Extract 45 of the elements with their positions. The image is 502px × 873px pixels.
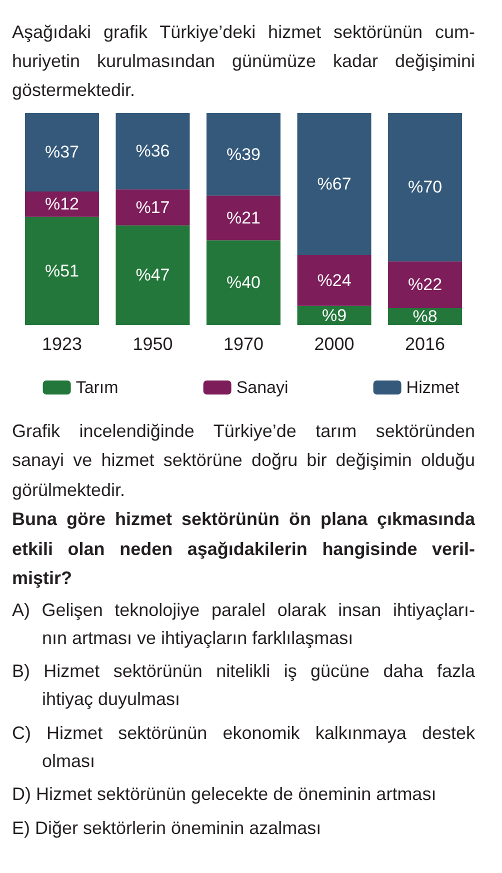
bar <box>24 190 99 216</box>
bar <box>297 112 372 255</box>
data-label: %67 <box>317 174 352 194</box>
text: C) Hizmet sektörünün ekonomik kalkınmaya destek olması <box>12 722 475 772</box>
bar <box>116 224 190 324</box>
chart-title: Aşağıdaki grafik Türkiye’deki hizmet sektörünün cum- huriyetin kurulmasından günümüze kadar değişimini göstermektedir. <box>12 20 475 102</box>
data-label: %8 <box>412 306 438 326</box>
x-tick-label: 1970 <box>223 334 264 354</box>
x-tick-label: 1950 <box>132 334 173 354</box>
bar <box>24 112 99 191</box>
x-tick-label: 2000 <box>314 334 354 354</box>
bar <box>388 112 462 261</box>
text: Buna göre hizmet sektörünün ön plana çıkmasında etkili olan neden aşağıdakilerin hangisinde veril- miştir? <box>12 508 475 590</box>
data-label: %24 <box>317 270 352 290</box>
data-label: %40 <box>226 272 261 292</box>
data-label: %47 <box>136 265 170 284</box>
bar <box>297 305 372 324</box>
data-label: %21 <box>226 208 261 227</box>
x-tick-label: 1923 <box>42 334 82 354</box>
data-label: %22 <box>408 274 442 294</box>
legend-label: Tarım <box>76 378 118 396</box>
text: D) Hizmet sektörünün gelecekte de öneminin artması <box>12 783 438 806</box>
text: A) Gelişen teknolojiye paralel olarak insan ihtiyaçları- nın artması ve ihtiyaçların farklılaşması <box>12 598 475 650</box>
legend-label: Sanayi <box>236 378 288 396</box>
data-label: %70 <box>408 177 442 196</box>
bar <box>206 112 280 196</box>
data-label: %12 <box>44 194 79 214</box>
data-label: %9 <box>322 305 347 324</box>
legend-label: Hizmet <box>406 378 460 396</box>
data-label: %37 <box>44 142 79 162</box>
text: E) Diğer sektörlerin öneminin azalması <box>12 816 322 840</box>
x-tick-label: 2016 <box>404 334 446 354</box>
data-label: %17 <box>136 197 170 216</box>
data-label: %51 <box>44 260 79 280</box>
bar <box>116 112 190 189</box>
bar <box>388 260 462 308</box>
text: Grafik incelendiğinde Türkiye’de tarım sektöründen sanayi ve hizmet sektörüne doğru bir değişimin olduğu görülmektedir. <box>12 420 475 502</box>
data-label: %39 <box>226 144 261 164</box>
bar <box>206 195 280 240</box>
data-label: %36 <box>136 141 170 160</box>
bar <box>24 216 99 324</box>
bar <box>206 240 280 324</box>
bar <box>116 188 190 225</box>
bar <box>297 254 372 306</box>
text: B) Hizmet sektörünün nitelikli iş gücüne daha fazla ihtiyaç duyulması <box>12 660 475 711</box>
